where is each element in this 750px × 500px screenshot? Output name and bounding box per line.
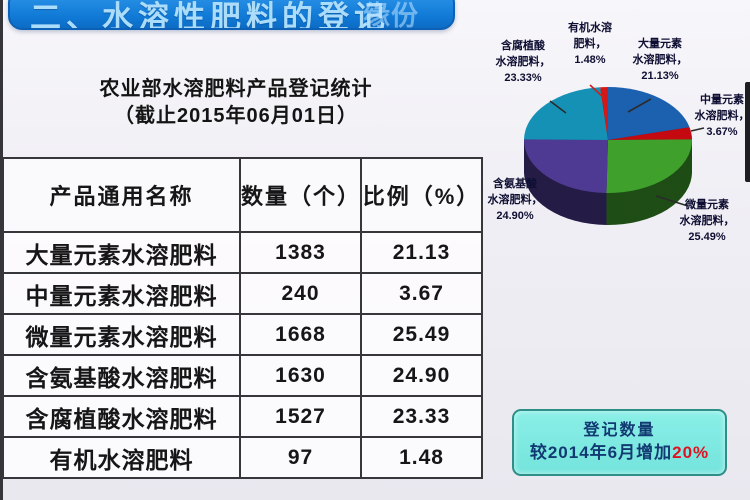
pie-leader-line xyxy=(627,98,652,113)
pie-leader-line xyxy=(690,127,705,132)
product-name-cell: 中量元素水溶肥料 xyxy=(2,272,241,315)
callout-line1: 登记数量 xyxy=(583,422,656,439)
product-name-cell: 大量元素水溶肥料 xyxy=(2,231,241,274)
registration-table: 产品通用名称 数量（个） 比例（%） 大量元素水溶肥料 1383 21.13 中量元素水溶… xyxy=(2,157,483,479)
growth-callout: 登记数量 较2014年6月增加20% xyxy=(512,409,727,476)
section-banner-title: 二、水溶性肥料的登记 xyxy=(30,0,390,30)
table-row: 大量元素水溶肥料 1383 21.13 xyxy=(2,231,483,274)
pie-label: 微量元素水溶肥料， 25.49% xyxy=(680,197,735,245)
pie-slice xyxy=(600,87,608,140)
count-cell: 1527 xyxy=(239,395,362,438)
pie-label-line: 24.90% xyxy=(496,210,534,222)
pie-label-line: 水溶肥料， xyxy=(694,110,750,122)
product-name-cell: 含腐植酸水溶肥料 xyxy=(2,395,241,438)
percent-cell: 25.49 xyxy=(360,313,483,356)
table-row: 有机水溶肥料 97 1.48 xyxy=(2,436,483,479)
document-title-line2: （截止2015年06月01日） xyxy=(114,105,358,127)
pie-label-line: 水溶肥料， xyxy=(632,54,688,66)
count-cell: 240 xyxy=(239,272,362,315)
column-header: 比例（%） xyxy=(360,157,483,233)
pie-label: 含腐植酸水溶肥料， 23.33% xyxy=(496,38,551,86)
pie-chart: 大量元素 水溶肥料， 21.13% 中量元素 水溶肥料， 3.67% 微量元素 水溶肥料， 25… xyxy=(470,0,750,280)
pie-label: 大量元素水溶肥料， 21.13% xyxy=(633,36,688,84)
pie-label-line: 肥料， xyxy=(573,38,607,50)
product-name-cell: 微量元素水溶肥料 xyxy=(2,313,241,356)
photo-edge-right xyxy=(745,82,750,182)
table-row: 含氨基酸水溶肥料 1630 24.90 xyxy=(2,354,483,397)
pie-label-line: 25.49% xyxy=(688,231,726,243)
count-cell: 1383 xyxy=(239,231,362,274)
pie-label: 含氨基酸水溶肥料， 24.90% xyxy=(488,176,543,224)
percent-cell: 24.90 xyxy=(360,354,483,397)
pie-label-line: 1.48% xyxy=(574,54,606,66)
percent-cell: 23.33 xyxy=(360,395,483,438)
pie-leader-line xyxy=(655,195,689,207)
pie-label-line: 有机水溶 xyxy=(568,22,612,34)
callout-line2: 较2014年6月增加20% xyxy=(514,441,725,464)
product-name-cell: 有机水溶肥料 xyxy=(2,436,241,479)
pie-label-line: 23.33% xyxy=(504,72,542,84)
pie-label: 中量元素水溶肥料， 3.67% xyxy=(695,92,750,140)
pie-label-line: 含氨基酸 xyxy=(493,178,537,190)
count-cell: 1630 xyxy=(239,354,362,397)
count-cell: 97 xyxy=(239,436,362,479)
callout-highlight: 20% xyxy=(672,443,710,462)
column-header: 数量（个） xyxy=(239,157,362,233)
percent-cell: 21.13 xyxy=(360,231,483,274)
pie-label-line: 水溶肥料， xyxy=(487,194,543,206)
product-name-cell: 含氨基酸水溶肥料 xyxy=(2,354,241,397)
pie-leader-line xyxy=(549,100,567,114)
column-header: 产品通用名称 xyxy=(2,157,241,233)
pie-label-line: 微量元素 xyxy=(685,199,729,211)
document-title-line1: 农业部水溶肥料产品登记统计 xyxy=(99,78,373,100)
pie-slice xyxy=(606,139,692,193)
pie-label-line: 21.13% xyxy=(641,70,679,82)
pie-slice xyxy=(608,87,690,140)
table-header-row: 产品通用名称 数量（个） 比例（%） xyxy=(2,157,483,233)
pie-label-line: 水溶肥料， xyxy=(679,215,735,227)
pie-label-line: 水溶肥料， xyxy=(495,56,551,68)
percent-cell: 1.48 xyxy=(360,436,483,479)
pie-label-line: 3.67% xyxy=(706,126,738,138)
pie-label-line: 大量元素 xyxy=(638,38,682,50)
watermark-text: 缘份 xyxy=(363,1,419,30)
section-banner: 二、水溶性肥料的登记 缘份 xyxy=(8,0,455,30)
pie-3d-svg xyxy=(524,84,705,225)
pie-slice xyxy=(524,87,608,140)
pie-leader-line xyxy=(589,84,604,98)
document-title: 农业部水溶肥料产品登记统计 （截止2015年06月01日） xyxy=(0,76,472,130)
count-cell: 1668 xyxy=(239,313,362,356)
table-row: 微量元素水溶肥料 1668 25.49 xyxy=(2,313,483,356)
pie-slice xyxy=(608,127,692,140)
table-row: 中量元素水溶肥料 240 3.67 xyxy=(2,272,483,315)
pie-label: 有机水溶肥料， 1.48% xyxy=(568,20,612,68)
pie-slice xyxy=(524,139,608,193)
photo-edge-left xyxy=(0,0,3,500)
table-row: 含腐植酸水溶肥料 1527 23.33 xyxy=(2,395,483,438)
pie-label-line: 中量元素 xyxy=(700,94,744,106)
percent-cell: 3.67 xyxy=(360,272,483,315)
callout-line2-prefix: 较2014年6月增加 xyxy=(529,443,673,462)
pie-label-line: 含腐植酸 xyxy=(501,40,545,52)
